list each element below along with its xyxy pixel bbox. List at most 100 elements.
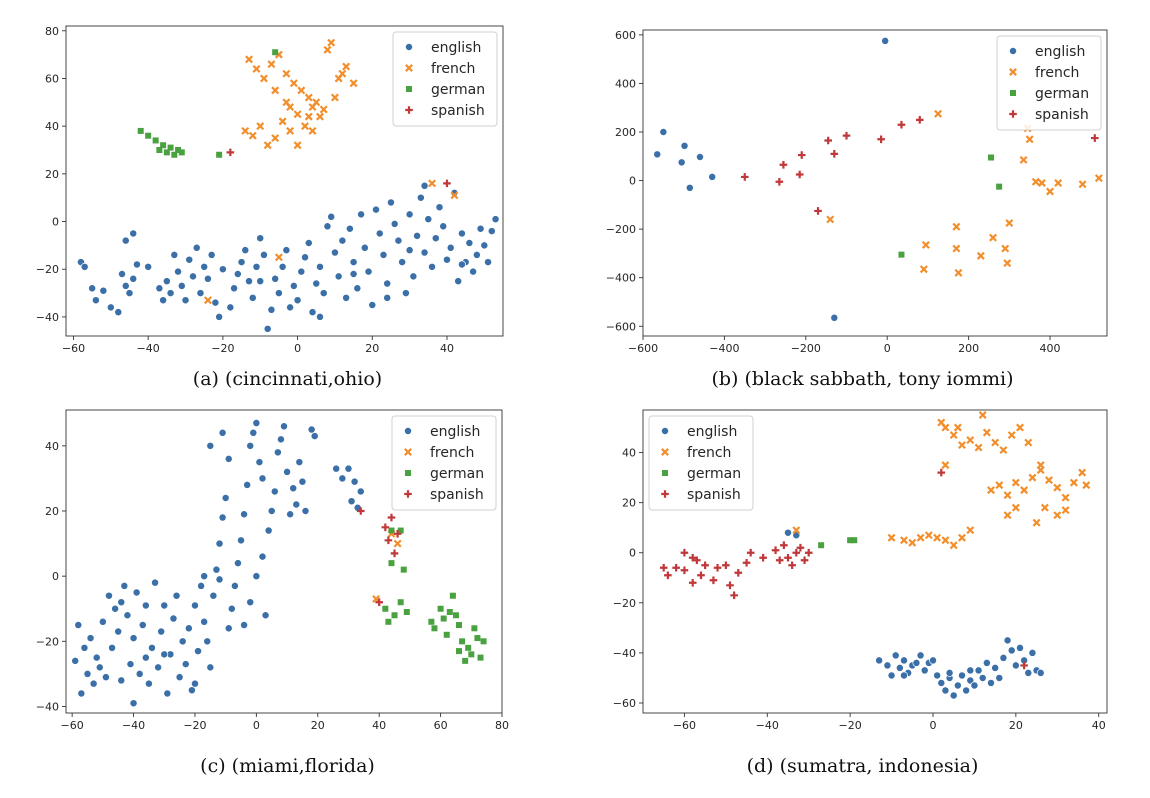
x-tick-label: 20 [311,719,325,732]
x-tick-label: −40 [122,719,145,732]
english-point [203,637,212,646]
english-point [172,591,181,600]
y-tick-label: −400 [606,272,636,285]
english-point [226,303,235,312]
legend-marker-french [661,448,669,456]
french-point [248,131,257,140]
legend-marker-english [404,427,412,435]
english-point [342,293,351,302]
english-point [991,663,1000,672]
english-point [132,588,141,597]
english-point [881,36,890,45]
english-point [887,671,896,680]
spanish-point [664,571,672,580]
english-point [221,494,230,502]
english-point [413,231,422,240]
french-point [323,45,332,54]
english-point [114,627,123,636]
caption-a: (a) (cincinnati,ohio) [192,368,383,390]
english-point [233,559,242,568]
german-point [403,609,410,615]
french-point [1003,511,1012,520]
french-point [312,98,321,107]
english-point [267,305,276,314]
french-point [282,98,291,107]
german-point [851,537,858,544]
spanish-point [797,151,806,159]
english-point [200,617,209,626]
english-point [394,236,403,245]
english-point [215,575,224,584]
french-point [1001,244,1010,253]
english-point [273,448,282,457]
french-point [1053,511,1062,520]
german-point [452,612,459,619]
spanish-point [730,591,738,600]
english-point [200,262,209,271]
scatter-plot-b: −600 −400 −200 0 200 400 −600 −400 −200 0 200 400 60… [606,29,1108,355]
french-point [330,93,339,102]
english-point [310,432,319,441]
french-point [1031,177,1040,186]
english-point [155,284,164,293]
legend-box [392,31,498,127]
english-point [319,289,328,298]
english-point [487,227,496,236]
english-point [883,661,892,670]
english-point [420,181,429,190]
french-point [282,69,291,78]
panel-b: −600 −400 −200 0 200 400 −600 −400 −200 0 200 400 60… [575,0,1150,399]
german-point [474,635,481,642]
french-point [1019,155,1028,164]
english-point [71,656,80,665]
french-point [293,110,302,119]
french-point [966,526,975,535]
english-point [218,513,227,522]
english-point [978,673,987,682]
x-tick-label: 0 [294,342,301,355]
scatter-plot-c: −60 −40 −20 0 20 40 60 80−40−2002040englishfren… [36,409,509,732]
french-point [978,411,987,419]
german-point [456,648,463,655]
english-point [357,210,366,219]
english-point [185,255,194,264]
french-point [792,526,801,535]
spanish-point [746,548,755,557]
french-point [1078,468,1087,477]
english-point [160,650,169,659]
english-point [307,425,316,434]
english-point [243,480,252,489]
german-point [459,638,466,645]
legend-label-english: english [687,424,737,440]
french-point [1054,179,1063,187]
panel-d: −60 −40 −20 0 20 40 −60 −40 −20 0 20 40 english frenc… [575,399,1150,798]
x-tick-label: −60 [62,342,85,355]
english-point [386,198,395,207]
english-point [653,150,662,159]
english-point [215,312,224,321]
legend-label-german: german [1035,86,1089,102]
spanish-point [672,563,680,572]
spanish-point [842,131,851,140]
x-tick-label: 80 [495,719,509,732]
english-point [480,241,489,250]
y-tick-label: −40 [36,311,59,324]
english-point [240,621,249,629]
x-tick-label: −20 [839,719,862,732]
english-point [941,686,950,695]
legend-label-english: english [430,424,480,440]
english-point [937,679,946,687]
spanish-point [384,536,393,545]
english-point [457,229,466,238]
german-point [382,605,389,612]
french-point [924,531,933,540]
english-point [237,258,246,267]
french-point [297,86,306,95]
english-point [154,663,163,672]
axes-frame [65,25,504,337]
y-tick-label: 0 [629,547,636,560]
spanish-point [659,563,668,572]
french-point [949,431,958,440]
english-point [227,604,236,613]
english-point [900,656,908,665]
